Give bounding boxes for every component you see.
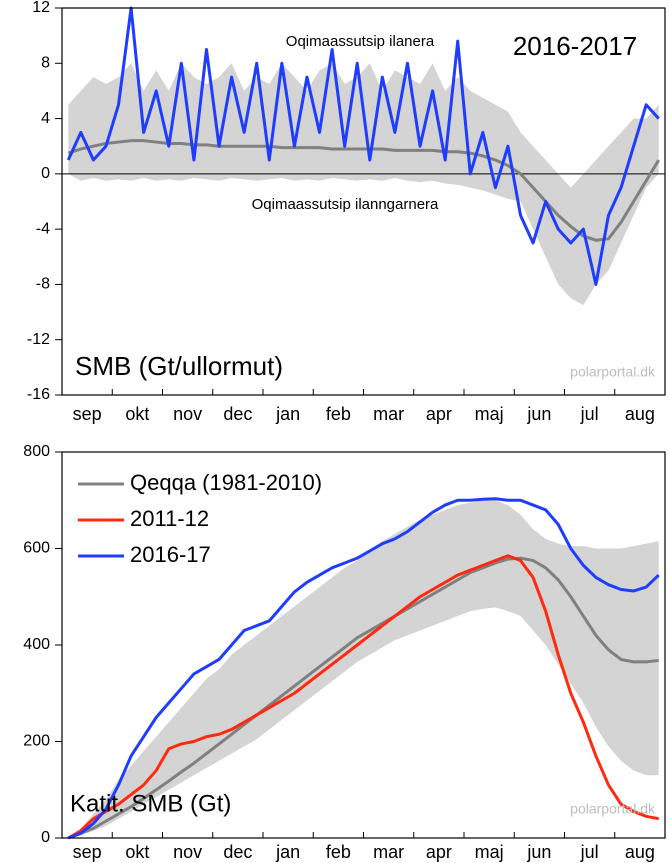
x-tick-label: jul xyxy=(580,842,599,862)
x-tick-label: jan xyxy=(275,842,300,862)
x-tick-label: feb xyxy=(326,842,351,862)
annotation: Oqimaassutsip ilanera xyxy=(286,33,435,50)
x-tick-label: maj xyxy=(475,842,504,862)
x-tick-label: sep xyxy=(73,842,102,862)
x-tick-label: jan xyxy=(275,404,300,424)
source-label: polarportal.dk xyxy=(570,801,656,817)
x-tick-label: maj xyxy=(475,404,504,424)
y-tick-label: 0 xyxy=(41,829,50,846)
y-tick-label: 600 xyxy=(23,540,50,557)
x-tick-label: okt xyxy=(125,842,149,862)
y-tick-label: 800 xyxy=(23,443,50,460)
y-tick-label: 400 xyxy=(23,636,50,653)
x-tick-label: nov xyxy=(173,404,202,424)
y-tick-label: 12 xyxy=(32,0,50,16)
x-tick-label: apr xyxy=(426,842,452,862)
series-line xyxy=(67,556,659,840)
x-tick-label: apr xyxy=(426,404,452,424)
period-label: 2016-2017 xyxy=(513,31,637,61)
x-tick-label: aug xyxy=(625,404,655,424)
x-tick-label: nov xyxy=(173,842,202,862)
x-tick-label: mar xyxy=(373,404,404,424)
range-band xyxy=(68,500,659,838)
legend-label: 2016-17 xyxy=(130,542,211,567)
series-line xyxy=(67,497,660,840)
y-tick-label: 0 xyxy=(41,165,50,182)
annotation: Oqimaassutsip ilanngarnera xyxy=(252,196,439,213)
x-tick-label: jul xyxy=(580,404,599,424)
y-axis-title: SMB (Gt/ullormut) xyxy=(75,351,283,381)
series-line xyxy=(67,554,660,840)
plot-frame xyxy=(61,7,666,396)
y-tick-label: 4 xyxy=(41,110,50,127)
series-line xyxy=(66,6,660,286)
y-tick-label: -16 xyxy=(27,386,50,403)
plot-frame xyxy=(61,451,666,839)
y-tick-label: 200 xyxy=(23,733,50,750)
source-label: polarportal.dk xyxy=(570,364,656,380)
y-axis-title: Katit. SMB (Gt) xyxy=(70,790,231,817)
x-tick-label: aug xyxy=(625,842,655,862)
y-tick-label: -4 xyxy=(36,220,50,237)
y-tick-label: -12 xyxy=(27,331,50,348)
x-tick-label: dec xyxy=(223,404,252,424)
y-tick-label: -8 xyxy=(36,276,50,293)
x-tick-label: jun xyxy=(526,404,551,424)
x-tick-label: sep xyxy=(73,404,102,424)
x-tick-label: okt xyxy=(125,404,149,424)
legend-label: Qeqqa (1981-2010) xyxy=(130,470,322,495)
legend-label: 2011-12 xyxy=(130,506,209,531)
x-tick-label: feb xyxy=(326,404,351,424)
x-tick-label: dec xyxy=(223,842,252,862)
y-tick-label: 8 xyxy=(41,55,50,72)
x-tick-label: mar xyxy=(373,842,404,862)
x-tick-label: jun xyxy=(526,842,551,862)
